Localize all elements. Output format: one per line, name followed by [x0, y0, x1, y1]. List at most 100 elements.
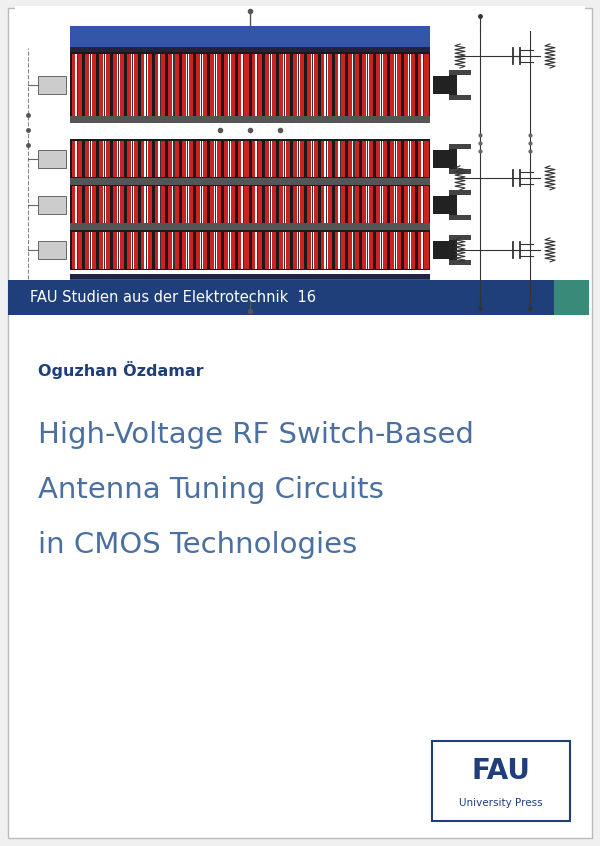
Bar	[146, 140, 147, 177]
Bar	[172, 186, 175, 222]
Bar	[118, 186, 119, 222]
Bar	[297, 140, 300, 177]
Text: in CMOS Technologies: in CMOS Technologies	[38, 531, 357, 559]
Bar	[251, 186, 262, 222]
Bar	[71, 186, 82, 222]
Bar	[127, 140, 138, 177]
Bar	[75, 53, 79, 116]
Text: FAU: FAU	[472, 757, 530, 785]
Bar	[255, 53, 259, 116]
Bar	[422, 232, 424, 268]
Bar	[284, 53, 286, 116]
Bar	[141, 53, 152, 116]
Bar	[187, 186, 188, 222]
Bar	[293, 53, 304, 116]
Bar	[335, 186, 346, 222]
Bar	[70, 223, 430, 230]
Bar	[131, 232, 134, 268]
Bar	[214, 53, 217, 116]
Bar	[196, 186, 207, 222]
Bar	[433, 150, 455, 168]
Bar	[251, 232, 262, 268]
Bar	[255, 232, 259, 268]
Bar	[554, 280, 589, 316]
Bar	[85, 186, 96, 222]
Bar	[380, 186, 383, 222]
Bar	[118, 53, 119, 116]
Bar	[297, 232, 300, 268]
Bar	[283, 53, 286, 116]
Bar	[394, 140, 397, 177]
Bar	[340, 232, 341, 268]
Bar	[349, 186, 359, 222]
Bar	[422, 186, 424, 222]
Bar	[409, 232, 410, 268]
Bar	[255, 186, 259, 222]
Bar	[265, 232, 276, 268]
Bar	[214, 140, 217, 177]
Bar	[298, 53, 299, 116]
Bar	[340, 53, 341, 116]
Bar	[338, 53, 341, 116]
Bar	[422, 140, 424, 177]
Bar	[338, 186, 341, 222]
Bar	[352, 186, 355, 222]
Bar	[421, 232, 424, 268]
Bar	[269, 140, 272, 177]
Bar	[146, 53, 147, 116]
Bar	[210, 140, 221, 177]
Bar	[201, 140, 202, 177]
Bar	[311, 53, 314, 116]
Bar	[381, 140, 382, 177]
Bar	[409, 186, 410, 222]
Bar	[173, 186, 175, 222]
Bar	[145, 140, 148, 177]
Bar	[352, 53, 355, 116]
Bar	[340, 186, 341, 222]
Bar	[89, 232, 92, 268]
Bar	[297, 186, 300, 222]
Bar	[71, 232, 82, 268]
Bar	[298, 186, 299, 222]
Bar	[173, 140, 175, 177]
Text: High-Voltage RF Switch-Based: High-Voltage RF Switch-Based	[38, 421, 474, 449]
Bar	[284, 140, 286, 177]
Bar	[155, 186, 166, 222]
Bar	[132, 232, 133, 268]
Bar	[418, 232, 428, 268]
Bar	[251, 53, 262, 116]
Bar	[89, 186, 92, 222]
Bar	[449, 190, 457, 219]
Bar	[325, 186, 328, 222]
Bar	[418, 53, 428, 116]
Bar	[70, 52, 430, 117]
Bar	[158, 232, 161, 268]
Bar	[421, 186, 424, 222]
Bar	[70, 274, 430, 279]
Bar	[187, 53, 188, 116]
Bar	[155, 140, 166, 177]
Bar	[141, 232, 152, 268]
Bar	[238, 140, 248, 177]
Bar	[381, 232, 382, 268]
Bar	[38, 75, 66, 94]
Bar	[200, 140, 203, 177]
Bar	[85, 232, 96, 268]
Bar	[367, 232, 368, 268]
Bar	[381, 186, 382, 222]
Bar	[70, 116, 430, 123]
Bar	[335, 140, 346, 177]
Bar	[113, 232, 124, 268]
Bar	[449, 215, 471, 219]
Bar	[229, 53, 230, 116]
Bar	[432, 741, 570, 821]
Bar	[141, 186, 152, 222]
Bar	[187, 140, 188, 177]
Bar	[70, 230, 430, 270]
Bar	[227, 53, 230, 116]
Bar	[307, 186, 318, 222]
Bar	[404, 53, 415, 116]
Bar	[395, 140, 396, 177]
Bar	[75, 186, 79, 222]
Bar	[103, 186, 106, 222]
